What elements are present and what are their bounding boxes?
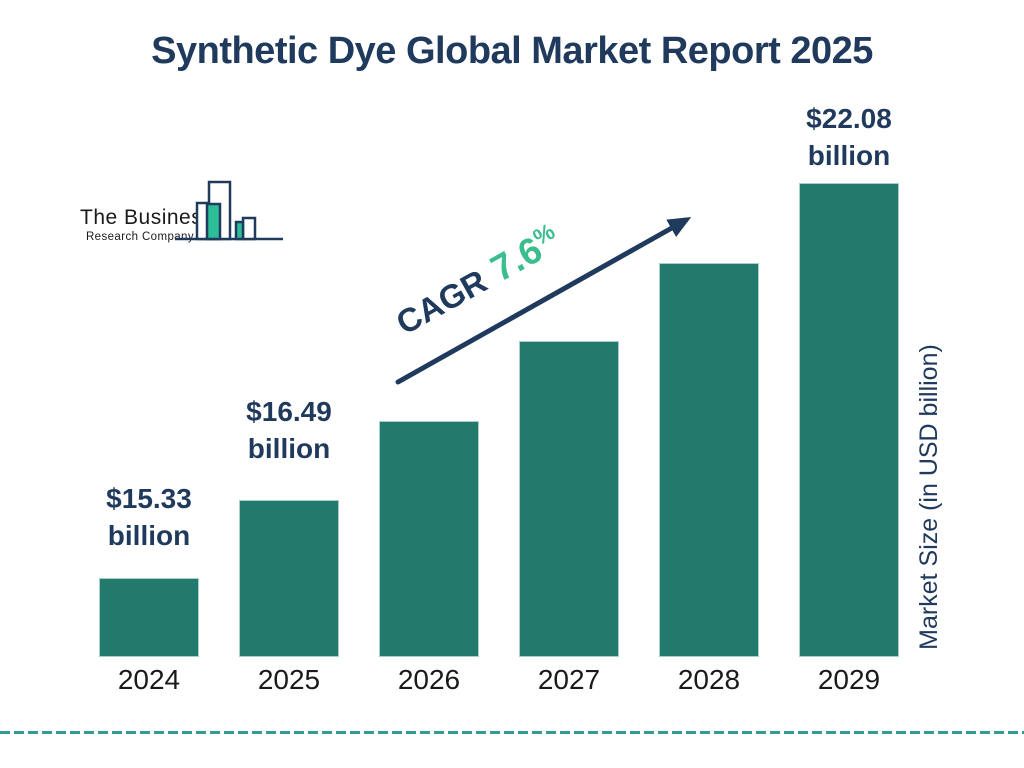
value-unit: billion bbox=[247, 433, 331, 464]
value-amount: $22.08 bbox=[806, 103, 892, 134]
x-tick-2028: 2028 bbox=[677, 664, 741, 695]
x-tick-2029: 2029 bbox=[817, 664, 881, 695]
value-amount: $16.49 bbox=[246, 396, 332, 427]
value-amount: $15.33 bbox=[106, 483, 192, 514]
bar-2024 bbox=[99, 578, 199, 657]
value-unit: billion bbox=[107, 520, 191, 551]
y-axis-label: Market Size (in USD billion) bbox=[915, 344, 943, 650]
bar-value-label: $15.33 billion bbox=[69, 480, 229, 554]
growth-arrow-icon bbox=[395, 217, 692, 385]
x-tick-2024: 2024 bbox=[117, 664, 181, 695]
value-unit: billion bbox=[807, 140, 891, 171]
bar-value-label: $16.49 billion bbox=[209, 393, 369, 467]
bar-2027 bbox=[519, 341, 619, 657]
chart-title: Synthetic Dye Global Market Report 2025 bbox=[151, 30, 873, 72]
x-tick-2025: 2025 bbox=[257, 664, 321, 695]
bar-chart-logo-icon bbox=[175, 180, 283, 241]
bar-2025 bbox=[239, 500, 339, 657]
company-name: The Business bbox=[80, 206, 214, 229]
bar-2029 bbox=[799, 183, 899, 657]
bar-2026 bbox=[379, 421, 479, 657]
x-tick-2026: 2026 bbox=[397, 664, 461, 695]
bar-2028 bbox=[659, 263, 759, 657]
bottom-dashed-divider bbox=[0, 731, 1024, 734]
company-logo-text: The Business Research Company bbox=[80, 206, 214, 243]
bar-value-label: $22.08 billion bbox=[769, 100, 929, 174]
company-subname: Research Company bbox=[85, 231, 194, 243]
company-logo: The Business Research Company bbox=[80, 178, 295, 248]
x-tick-2027: 2027 bbox=[537, 664, 601, 695]
